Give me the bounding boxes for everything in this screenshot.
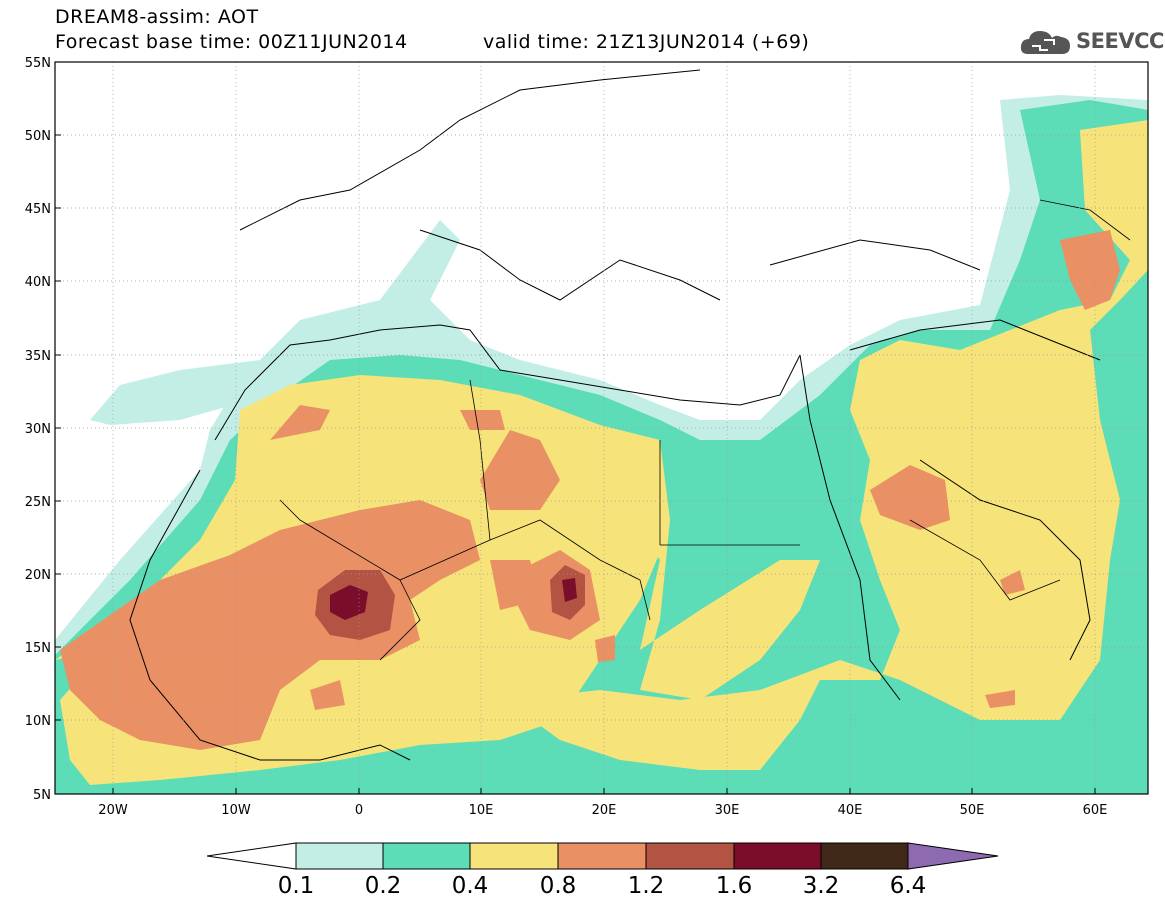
forecast-base-time: Forecast base time: 00Z11JUN2014 <box>55 31 408 53</box>
aot-contour-fields <box>55 62 1148 794</box>
lat-label: 55N <box>25 56 51 71</box>
colorbar-swatch <box>733 842 822 870</box>
colorbar-label: 0.1 <box>278 873 315 899</box>
colorbar-label: 0.2 <box>365 873 402 899</box>
aot-level-0.8 <box>60 230 1120 750</box>
colorbar-label: 1.2 <box>628 873 665 899</box>
colorbar-swatch <box>820 842 909 870</box>
lat-label: 30N <box>25 422 51 437</box>
lat-label: 20N <box>25 568 51 583</box>
lon-label: 0 <box>355 803 363 818</box>
lon-label: 10E <box>469 803 494 818</box>
aot-level-1.6 <box>330 578 577 620</box>
colorbar-swatch <box>469 842 559 870</box>
colorbar-label: 1.6 <box>716 873 753 899</box>
lat-label: 25N <box>25 495 51 510</box>
cloud-icon <box>1020 31 1070 54</box>
colorbar-high-arrow <box>907 842 999 870</box>
colorbar-swatch <box>295 842 384 870</box>
lat-label: 50N <box>25 129 51 144</box>
colorbar-swatch <box>382 842 471 870</box>
map-title: DREAM8-assim: AOT <box>55 6 259 28</box>
lon-label: 50E <box>960 803 985 818</box>
lat-label: 45N <box>25 202 51 217</box>
logo-text: SEEVCCC <box>1076 29 1165 53</box>
colorbar-swatch <box>557 842 647 870</box>
lon-label: 30E <box>715 803 740 818</box>
colorbar-low-arrow <box>206 842 297 870</box>
lat-label: 5N <box>33 788 51 803</box>
seevccc-logo: SEEVCCC <box>1018 26 1165 58</box>
colorbar-label: 0.4 <box>452 873 489 899</box>
colorbar-label: 0.8 <box>540 873 577 899</box>
coastlines <box>129 69 1101 761</box>
longitude-labels: 20W 10W 0 10E 20E 30E 40E 50E 60E <box>98 803 1107 818</box>
valid-time: valid time: 21Z13JUN2014 (+69) <box>483 31 810 53</box>
colorbar-label: 6.4 <box>890 873 927 899</box>
lon-label: 40E <box>838 803 863 818</box>
lat-label: 10N <box>25 714 51 729</box>
colorbar: 0.1 0.2 0.4 0.8 1.2 1.6 3.2 6.4 <box>206 842 999 899</box>
latitude-labels: 55N 50N 45N 40N 35N 30N 25N 20N 15N 10N … <box>25 56 51 803</box>
lon-label: 60E <box>1083 803 1108 818</box>
colorbar-label: 3.2 <box>803 873 840 899</box>
lon-label: 10W <box>221 803 251 818</box>
lat-label: 15N <box>25 641 51 656</box>
country-borders <box>279 199 1131 661</box>
lat-label: 35N <box>25 349 51 364</box>
colorbar-swatch <box>645 842 735 870</box>
lat-label: 40N <box>25 275 51 290</box>
axis-ticks <box>55 61 1096 795</box>
lon-label: 20W <box>98 803 128 818</box>
lon-label: 20E <box>592 803 617 818</box>
